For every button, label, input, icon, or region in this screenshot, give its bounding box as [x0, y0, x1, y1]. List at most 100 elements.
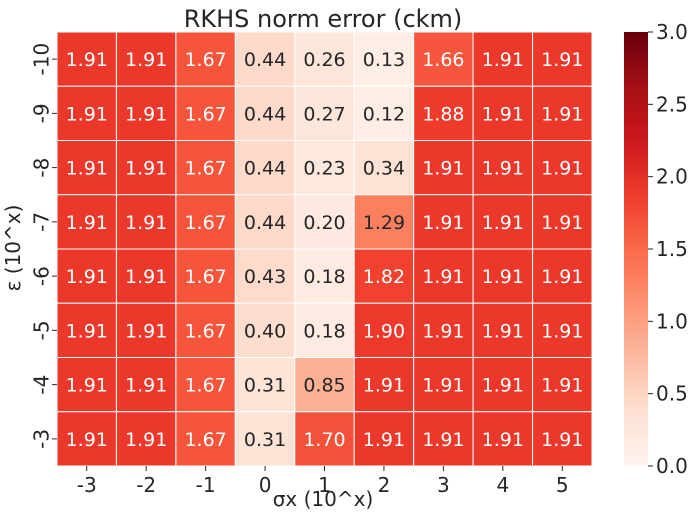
heatmap-cell	[56, 411, 117, 467]
cell-value-label: 0.31	[244, 375, 286, 397]
cell-value-label: 1.82	[363, 266, 405, 288]
heatmap-cell	[234, 140, 296, 196]
heatmap-cell	[175, 302, 236, 358]
cell-value-label: 1.91	[541, 320, 583, 342]
heatmap-cell	[56, 31, 117, 87]
cell-value-label: 1.91	[422, 320, 464, 342]
cell-value-label: 1.91	[125, 375, 167, 397]
cell-value-label: 1.90	[363, 320, 405, 342]
cell-value-label: 1.67	[184, 320, 226, 342]
heatmap-cell	[294, 85, 355, 141]
cell-value-label: 1.91	[125, 103, 167, 125]
heatmap-cell	[234, 302, 296, 358]
cell-value-label: 1.91	[541, 49, 583, 71]
cell-value-label: 1.67	[184, 266, 226, 288]
heatmap-cell	[56, 140, 117, 196]
heatmap-cell	[472, 302, 534, 358]
cell-value-label: 1.91	[482, 266, 524, 288]
x-tick-label: -2	[136, 473, 156, 497]
cell-value-label: 1.91	[66, 375, 108, 397]
cell-value-label: 1.91	[482, 158, 524, 180]
cell-value-label: 0.40	[244, 320, 286, 342]
heatmap-cell	[353, 31, 415, 87]
heatmap-cell	[413, 85, 474, 141]
cell-value-label: 1.91	[66, 212, 108, 234]
cell-value-label: 1.91	[541, 429, 583, 451]
heatmap-cell	[234, 248, 296, 304]
x-tick-label: -1	[196, 473, 216, 497]
heatmap-cell	[56, 302, 117, 358]
heatmap-cell	[472, 31, 534, 87]
cell-value-label: 0.12	[363, 103, 405, 125]
colorbar-tick-label: 1.0	[656, 309, 688, 333]
heatmap-cell	[353, 302, 415, 358]
x-tick-label: 4	[496, 473, 509, 497]
cell-value-label: 1.91	[422, 375, 464, 397]
y-tick-label: -7	[30, 212, 54, 232]
heatmap-cell-labels: 1.91 1.91 1.67 0.44 0.26 0.13 1.66 1.91 1.91 1.91…	[66, 49, 584, 451]
cell-value-label: 1.91	[482, 212, 524, 234]
cell-value-label: 1.91	[363, 429, 405, 451]
colorbar-tick-label: 2.0	[656, 165, 688, 189]
heatmap-cell	[532, 302, 593, 358]
cell-value-label: 0.34	[363, 158, 405, 180]
cell-value-label: 0.44	[244, 49, 286, 71]
cell-value-label: 0.44	[244, 212, 286, 234]
heatmap-cell	[532, 194, 593, 250]
cell-value-label: 1.91	[66, 320, 108, 342]
heatmap-cell	[175, 411, 236, 467]
cell-value-label: 1.66	[422, 49, 464, 71]
cell-value-label: 0.23	[303, 158, 345, 180]
heatmap-cell	[353, 411, 415, 467]
x-tick-label: 1	[318, 473, 331, 497]
cell-value-label: 1.91	[482, 320, 524, 342]
cell-value-label: 0.31	[244, 429, 286, 451]
y-tick-label: -3	[30, 429, 54, 449]
heatmap-cell	[234, 411, 296, 467]
y-axis-label: ε (10^x)	[1, 205, 25, 292]
heatmap-cell	[115, 194, 177, 250]
heatmap-cell	[294, 357, 355, 413]
heatmap-cell	[472, 85, 534, 141]
heatmap-cell	[56, 357, 117, 413]
cell-value-label: 1.91	[66, 49, 108, 71]
cell-value-label: 1.67	[184, 49, 226, 71]
cell-value-label: 1.91	[482, 429, 524, 451]
cell-value-label: 1.67	[184, 158, 226, 180]
cell-value-label: 0.43	[244, 266, 286, 288]
x-tick-label: 2	[378, 473, 391, 497]
cell-value-label: 1.91	[422, 212, 464, 234]
cell-value-label: 1.29	[363, 212, 405, 234]
cell-value-label: 0.44	[244, 158, 286, 180]
x-tick-label: -3	[77, 473, 97, 497]
colorbar-tick-label: 0.0	[656, 454, 688, 478]
cell-value-label: 1.91	[125, 158, 167, 180]
heatmap-cell	[294, 140, 355, 196]
cell-value-label: 1.91	[66, 158, 108, 180]
cell-value-label: 1.70	[303, 429, 345, 451]
x-axis-ticks: -3 -2 -1 0 1 2 3 4 5	[77, 466, 569, 497]
cell-value-label: 1.91	[482, 375, 524, 397]
cell-value-label: 1.67	[184, 103, 226, 125]
cell-value-label: 1.88	[422, 103, 464, 125]
heatmap-cell	[532, 140, 593, 196]
heatmap-cell	[413, 357, 474, 413]
x-axis-label: σx (10^x)	[273, 487, 374, 511]
y-tick-label: -10	[30, 43, 54, 76]
cell-value-label: 1.91	[482, 103, 524, 125]
cell-value-label: 1.91	[541, 103, 583, 125]
heatmap-cell	[353, 248, 415, 304]
colorbar-tick-label: 2.5	[656, 92, 688, 116]
cell-value-label: 0.44	[244, 103, 286, 125]
cell-value-label: 1.91	[422, 158, 464, 180]
cell-value-label: 0.13	[363, 49, 405, 71]
colorbar-tick-label: 1.5	[656, 237, 688, 261]
cell-value-label: 1.91	[541, 266, 583, 288]
cell-value-label: 1.91	[482, 49, 524, 71]
x-tick-label: 0	[259, 473, 272, 497]
cell-value-label: 1.91	[125, 212, 167, 234]
heatmap-cell	[532, 411, 593, 467]
heatmap-cell	[115, 140, 177, 196]
y-axis-ticks: -10 -9 -8 -7 -6 -5 -4 -3	[30, 43, 57, 449]
